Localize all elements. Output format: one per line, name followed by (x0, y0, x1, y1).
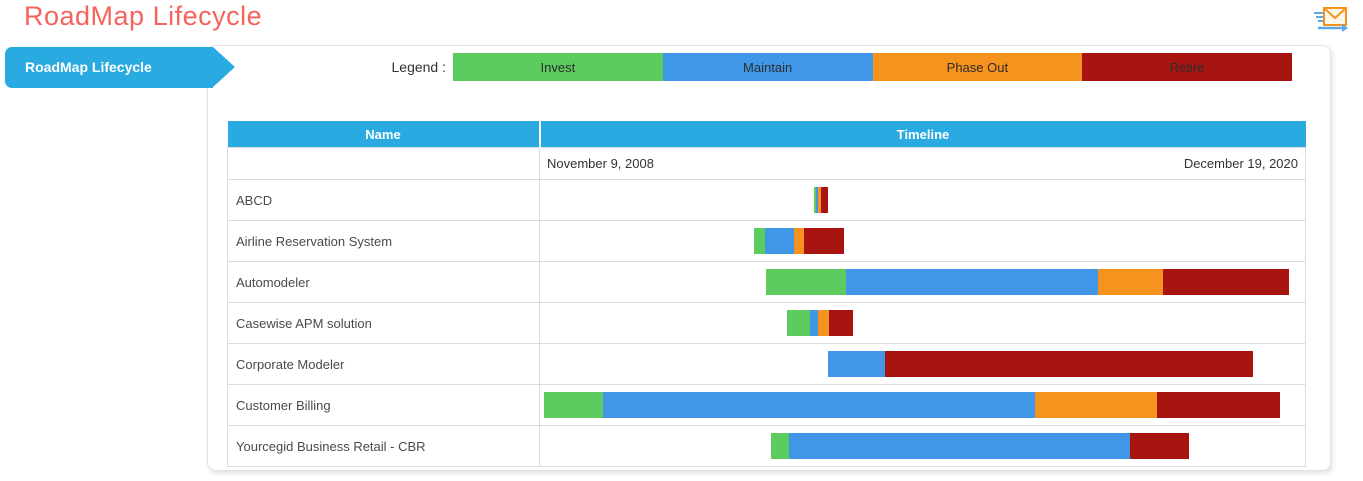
row-name: Automodeler (227, 261, 540, 303)
row-name: Customer Billing (227, 384, 540, 426)
bar-segment-invest[interactable] (754, 228, 766, 254)
bar-segment-maintain[interactable] (765, 228, 794, 254)
table-row: ABCD (227, 179, 1306, 221)
legend-item-phase_out: Phase Out (872, 53, 1083, 81)
bar-segment-retire[interactable] (884, 351, 1254, 377)
row-timeline (539, 261, 1306, 303)
timeline-range-cell: November 9, 2008 December 19, 2020 (539, 147, 1306, 180)
timeline-range-row: November 9, 2008 December 19, 2020 (227, 147, 1306, 180)
empty-cell (227, 147, 540, 180)
content-panel: Legend : Invest Maintain Phase Out Retire N… (207, 45, 1331, 471)
timeline-start-date: November 9, 2008 (547, 156, 654, 171)
send-email-icon[interactable] (1312, 4, 1350, 36)
bar-segment-maintain[interactable] (815, 187, 818, 213)
sidebar-item-label: RoadMap Lifecycle (25, 59, 152, 75)
legend-row: Legend : Invest Maintain Phase Out Retire (208, 53, 1292, 81)
bar-segment-maintain[interactable] (809, 310, 818, 336)
bar-segment-phase_out[interactable] (793, 228, 804, 254)
lifecycle-bar[interactable] (543, 392, 1281, 418)
legend-item-invest: Invest (453, 53, 663, 81)
bar-segment-invest[interactable] (771, 433, 789, 459)
bar-segment-maintain[interactable] (845, 269, 1098, 295)
row-timeline (539, 384, 1306, 426)
legend-label: Legend : (391, 59, 447, 75)
bar-segment-retire[interactable] (828, 310, 853, 336)
bar-segment-maintain[interactable] (827, 351, 885, 377)
row-timeline (539, 343, 1306, 385)
bar-segment-invest[interactable] (813, 187, 816, 213)
lifecycle-bar[interactable] (754, 228, 844, 254)
page-header: RoadMap Lifecycle (0, 0, 1363, 44)
bar-segment-retire[interactable] (803, 228, 844, 254)
bar-segment-retire[interactable] (1129, 433, 1190, 459)
legend: Invest Maintain Phase Out Retire (453, 53, 1292, 81)
row-timeline (539, 179, 1306, 221)
row-name: Corporate Modeler (227, 343, 540, 385)
table-row: Corporate Modeler (227, 343, 1306, 385)
bar-segment-phase_out[interactable] (817, 187, 821, 213)
table-row: Automodeler (227, 261, 1306, 303)
row-name: ABCD (227, 179, 540, 221)
bar-segment-retire[interactable] (1156, 392, 1281, 418)
table-row: Airline Reservation System (227, 220, 1306, 262)
lifecycle-bar[interactable] (766, 269, 1290, 295)
column-header-name[interactable]: Name (227, 121, 541, 148)
page-title: RoadMap Lifecycle (24, 1, 263, 31)
lifecycle-bar[interactable] (771, 433, 1190, 459)
row-name: Yourcegid Business Retail - CBR (227, 425, 540, 467)
timeline-end-date: December 19, 2020 (1183, 156, 1298, 171)
bar-segment-phase_out[interactable] (1097, 269, 1163, 295)
lifecycle-bar[interactable] (787, 310, 853, 336)
bar-segment-invest[interactable] (766, 269, 846, 295)
legend-item-retire: Retire (1082, 53, 1292, 81)
legend-item-maintain: Maintain (662, 53, 873, 81)
row-timeline (539, 425, 1306, 467)
roadmap-table: Name Timeline November 9, 2008 December … (227, 121, 1306, 467)
row-name: Airline Reservation System (227, 220, 540, 262)
bar-segment-retire[interactable] (1162, 269, 1290, 295)
column-header-timeline[interactable]: Timeline (539, 121, 1306, 148)
sidebar-item-roadmap-lifecycle[interactable]: RoadMap Lifecycle (5, 47, 235, 88)
table-header-row: Name Timeline (227, 121, 1306, 148)
table-row: Casewise APM solution (227, 302, 1306, 344)
bar-segment-retire[interactable] (820, 187, 828, 213)
bar-segment-maintain[interactable] (789, 433, 1130, 459)
table-row: Customer Billing (227, 384, 1306, 426)
table-row: Yourcegid Business Retail - CBR (227, 425, 1306, 467)
bar-segment-invest[interactable] (787, 310, 810, 336)
row-name: Casewise APM solution (227, 302, 540, 344)
bar-segment-phase_out[interactable] (1035, 392, 1157, 418)
bar-segment-phase_out[interactable] (817, 310, 829, 336)
roadmap-table-body: ABCD Airline Reservation System Automodele… (227, 179, 1306, 467)
row-timeline (539, 302, 1306, 344)
row-timeline (539, 220, 1306, 262)
lifecycle-bar[interactable] (813, 187, 828, 213)
bar-segment-maintain[interactable] (602, 392, 1036, 418)
bar-segment-invest[interactable] (543, 392, 603, 418)
lifecycle-bar[interactable] (827, 351, 1254, 377)
